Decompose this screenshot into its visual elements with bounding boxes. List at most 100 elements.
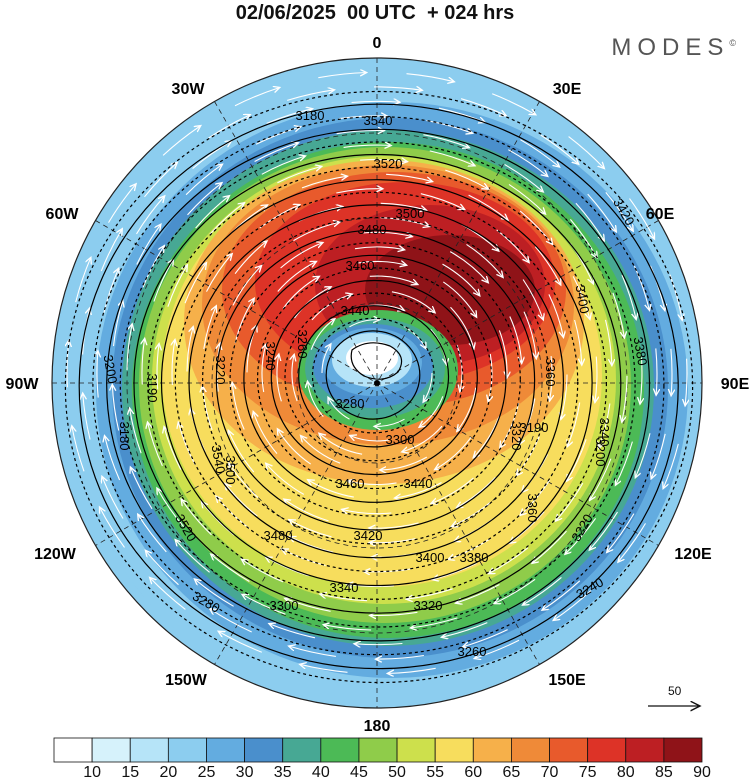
contour-label: 3180 (117, 422, 132, 451)
streamline-arrow (72, 426, 85, 472)
streamline-arrow (289, 537, 334, 553)
meridian-label-60e: 60E (646, 206, 675, 223)
contour-label: 3240 (263, 342, 278, 371)
contour-label: 3320 (509, 422, 524, 451)
streamline-arrow (232, 266, 262, 306)
streamline-arrow (280, 243, 323, 269)
streamline-arrow (523, 576, 562, 605)
streamline-arrow (406, 588, 453, 599)
height-contour (270, 279, 478, 476)
streamline-arrow (508, 149, 548, 177)
streamline-arrow (351, 101, 400, 102)
streamline-arrow (456, 584, 500, 604)
streamline-arrow (262, 344, 266, 393)
contour-label: 3190 (520, 420, 549, 435)
streamline-arrow (148, 422, 163, 467)
height-contour (311, 317, 435, 434)
streamline-arrow (426, 119, 472, 134)
meridian-label-150w: 150W (165, 672, 208, 689)
streamline-arrow (241, 559, 284, 583)
streamline-arrow (492, 93, 536, 115)
streamline-arrow (130, 408, 142, 454)
colorbar-tick-label: 50 (388, 764, 406, 781)
streamline-arrow (548, 294, 564, 337)
contour-label: 3340 (597, 418, 612, 447)
streamline-arrow (254, 143, 299, 162)
map-boundary (51, 57, 703, 709)
contour-label: 3260 (295, 330, 310, 359)
streamline-arrow (651, 433, 666, 479)
contour-label: 3500 (396, 206, 425, 221)
streamline-arrow (410, 617, 458, 628)
meridian-label-30w: 30W (172, 81, 206, 98)
streamline-arrow (336, 130, 385, 133)
height-contours (64, 90, 694, 684)
streamline-arrow (522, 279, 543, 321)
streamline-arrow (321, 344, 331, 374)
streamline-arrow (466, 243, 504, 277)
streamline-arrow (136, 196, 165, 235)
streamline-arrow (108, 184, 137, 223)
contour-label: 3200 (101, 354, 121, 385)
streamline-arrow (556, 482, 584, 521)
streamline-arrow (508, 183, 546, 214)
streamline-arrow (395, 482, 442, 499)
contour-label: 3440 (341, 303, 370, 318)
streamline-arrow (97, 351, 98, 398)
streamline-arrow (520, 139, 559, 167)
streamline-arrow (449, 251, 488, 283)
streamline-arrow (468, 194, 508, 220)
streamline-arrow (423, 134, 469, 148)
colorbar-tick-label: 70 (540, 764, 559, 781)
colorbar-swatch (129, 737, 169, 763)
colorbar-swatch (587, 737, 627, 763)
streamline-arrow (387, 667, 436, 673)
colorbar-swatch (206, 737, 245, 763)
streamline-arrow (208, 115, 250, 139)
streamline-arrow (225, 483, 258, 517)
streamline-arrow (406, 73, 455, 82)
streamline-arrow (300, 664, 348, 673)
colorbar-tick-label: 10 (83, 764, 102, 781)
height-contour (215, 229, 536, 531)
streamline-arrow (618, 523, 646, 562)
streamline-arrow (145, 550, 179, 586)
contour-label: 3540 (209, 444, 229, 475)
streamline-arrow (282, 549, 326, 567)
contour-label: 3460 (346, 258, 375, 273)
streamline-arrow (242, 594, 286, 615)
streamline-arrow (287, 90, 334, 101)
streamline-arrow (349, 320, 380, 328)
streamline-arrow (420, 193, 465, 210)
streamline-arrow (347, 584, 394, 586)
streamline-arrow (277, 354, 282, 402)
meridian-label-120e: 120E (674, 546, 712, 563)
streamline-arrow (285, 598, 331, 612)
streamline-arrow (203, 306, 217, 350)
map-title: 02/06/2025 00 UTC + 024 hrs (235, 2, 515, 24)
streamline-arrow (534, 246, 561, 285)
streamline-arrow (494, 578, 536, 603)
height-contour (64, 90, 694, 684)
streamline-arrow (612, 292, 625, 338)
streamline-arrow (328, 397, 350, 420)
streamline-arrow (266, 109, 313, 124)
colorbar-swatch (663, 737, 703, 763)
reference-vector-label: 50 (668, 684, 682, 698)
streamline-arrow (347, 481, 397, 485)
streamline-arrow (488, 547, 529, 574)
height-contour (298, 305, 450, 448)
streamlines (67, 73, 687, 674)
streamline-arrow (402, 425, 443, 452)
meridian-label-120w: 120W (34, 546, 77, 563)
streamline-arrow (203, 386, 213, 431)
streamline-arrow (157, 343, 159, 390)
contour-label: 3460 (336, 476, 365, 491)
streamline-arrow (450, 306, 474, 349)
streamline-arrow (640, 357, 642, 405)
streamline-arrow (457, 476, 496, 508)
contour-label: 3360 (543, 358, 558, 387)
streamline-arrow (360, 160, 407, 162)
streamline-arrow (435, 436, 472, 469)
streamline-arrow (423, 372, 433, 402)
